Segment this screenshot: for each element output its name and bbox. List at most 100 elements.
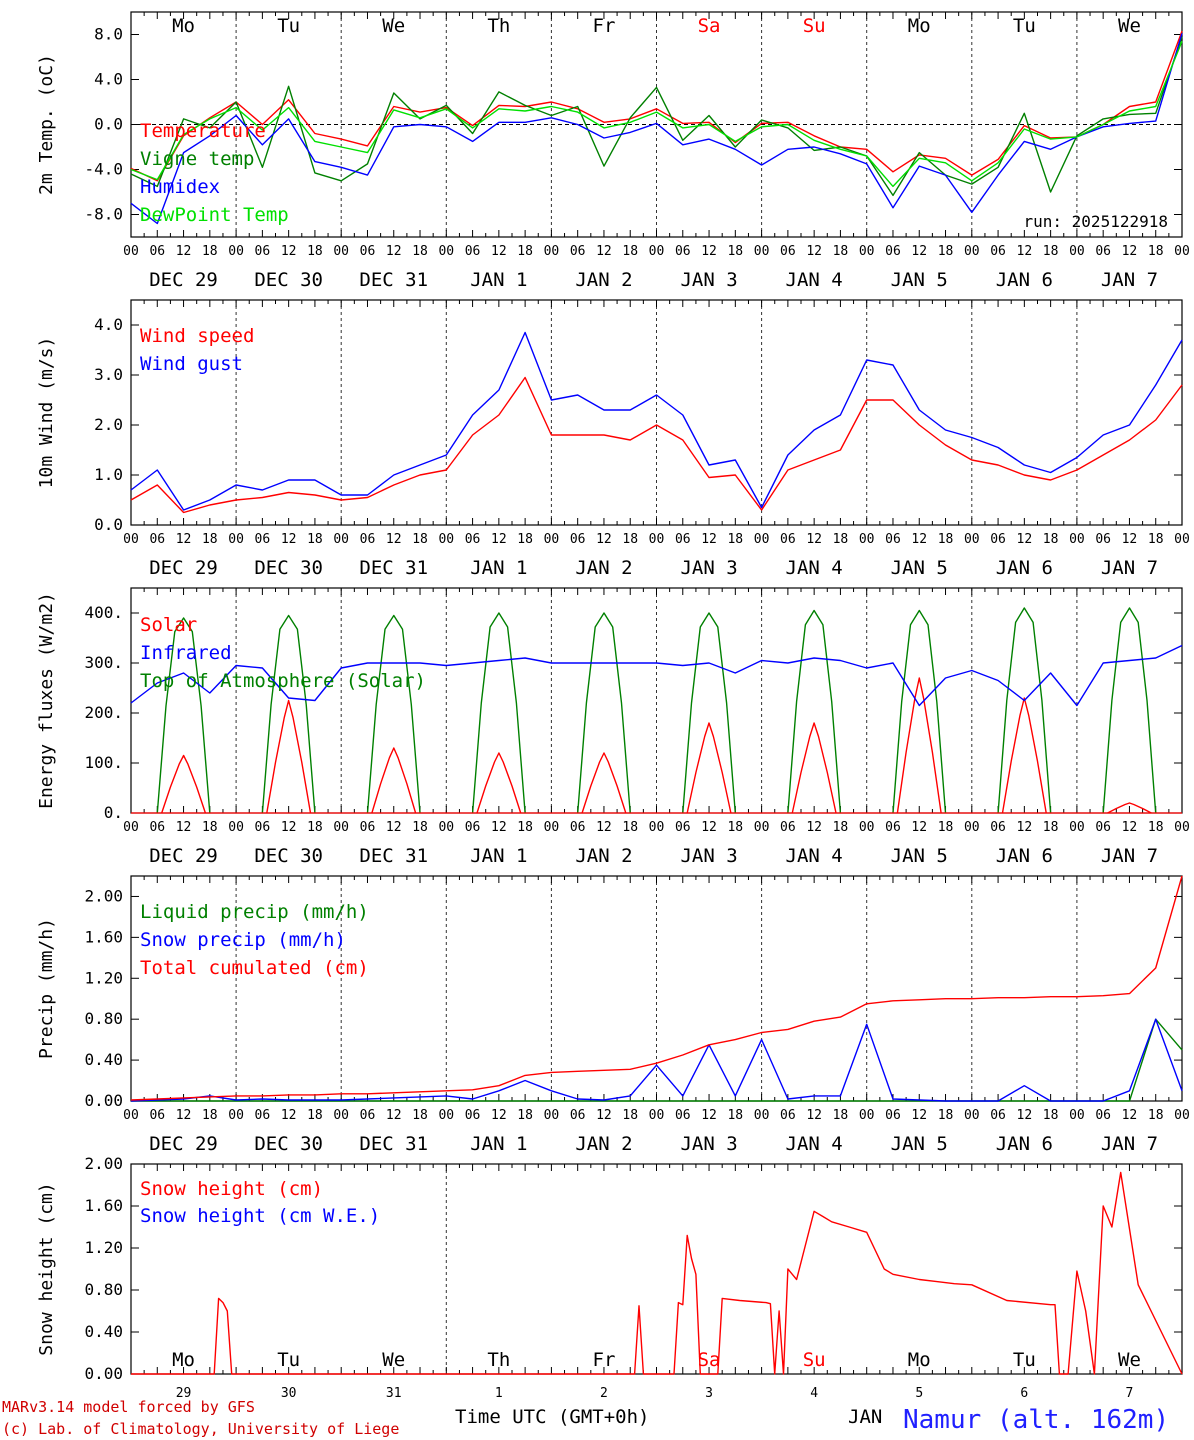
date-label: JAN 7 xyxy=(1101,557,1158,579)
hour-tick-label: 12 xyxy=(176,244,192,259)
y-axis-title: Energy fluxes (W/m2) xyxy=(36,592,57,809)
hour-tick-label: 18 xyxy=(622,1108,638,1123)
hour-tick-label: 12 xyxy=(596,532,612,547)
panel-precip: 0.00 0.40 0.80 1.20 1.60 2.00 Precip (mm/h) 00 0… xyxy=(36,875,1190,1155)
y-tick-label: 0.80 xyxy=(84,1009,123,1028)
solar-line xyxy=(371,747,417,814)
date-label: JAN 1 xyxy=(470,557,527,579)
hour-tick-label: 18 xyxy=(1043,244,1059,259)
hour-tick-label: 12 xyxy=(386,532,402,547)
date-label: JAN 2 xyxy=(575,1133,632,1155)
legend-entry: Wind gust xyxy=(140,353,243,375)
hour-tick-label: 00 xyxy=(1174,244,1190,259)
hour-tick-label: 00 xyxy=(123,820,139,835)
hour-tick-label: 00 xyxy=(438,1108,454,1123)
date-label: DEC 30 xyxy=(254,1133,323,1155)
legend-entry: Snow height (cm W.E.) xyxy=(140,1205,380,1227)
day-number-label: 30 xyxy=(281,1386,297,1401)
weekday-label: We xyxy=(382,15,405,37)
hour-tick-label: 12 xyxy=(806,532,822,547)
date-label: JAN 3 xyxy=(680,557,737,579)
hour-tick-label: 12 xyxy=(491,820,507,835)
solar-line xyxy=(476,752,522,814)
date-label: JAN 7 xyxy=(1101,845,1158,867)
hour-tick-label: 12 xyxy=(806,1108,822,1123)
hour-tick-label: 00 xyxy=(1069,244,1085,259)
series-line-snow-height-cm- xyxy=(131,1171,1183,1375)
legend-entry: Infrared xyxy=(140,642,232,664)
hour-tick-label: 18 xyxy=(622,244,638,259)
infrared-line xyxy=(130,644,1183,707)
hour-tick-label: 00 xyxy=(123,532,139,547)
hour-tick-label: 18 xyxy=(1043,532,1059,547)
hour-tick-label: 18 xyxy=(938,1108,954,1123)
solar-line xyxy=(791,722,837,814)
weekday-label: Mo xyxy=(172,1349,195,1371)
date-label: JAN 4 xyxy=(786,845,843,867)
weekday-label: Sa xyxy=(698,1349,721,1371)
toa-solar-line xyxy=(892,609,947,814)
date-label: JAN 2 xyxy=(575,269,632,291)
hour-tick-label: 12 xyxy=(1122,532,1138,547)
hour-tick-label: 18 xyxy=(412,532,428,547)
hour-tick-label: 00 xyxy=(649,1108,665,1123)
y-tick-label: 0.0 xyxy=(94,515,123,534)
hour-tick-label: 12 xyxy=(596,244,612,259)
solar-line xyxy=(581,752,627,814)
date-label: DEC 29 xyxy=(149,845,218,867)
hour-tick-label: 06 xyxy=(360,820,376,835)
hour-tick-label: 06 xyxy=(885,244,901,259)
toa-solar-line xyxy=(787,609,842,814)
hour-tick-label: 06 xyxy=(570,244,586,259)
hour-tick-label: 00 xyxy=(438,244,454,259)
hour-tick-label: 18 xyxy=(412,244,428,259)
hour-tick-label: 18 xyxy=(622,532,638,547)
hour-tick-label: 12 xyxy=(596,1108,612,1123)
weekday-label: Tu xyxy=(277,15,300,37)
y-tick-label: -8.0 xyxy=(84,205,123,224)
date-label: DEC 31 xyxy=(359,1133,428,1155)
hour-tick-label: 00 xyxy=(333,244,349,259)
day-number-label: 29 xyxy=(176,1386,192,1401)
hour-tick-label: 12 xyxy=(386,820,402,835)
weekday-label: We xyxy=(1118,1349,1141,1371)
hour-tick-label: 18 xyxy=(1148,820,1164,835)
y-tick-label: 0. xyxy=(104,803,123,822)
hour-tick-label: 06 xyxy=(360,1108,376,1123)
hour-tick-label: 00 xyxy=(754,532,770,547)
weekday-label: Mo xyxy=(908,1349,931,1371)
date-label: JAN 6 xyxy=(996,845,1053,867)
hour-tick-label: 00 xyxy=(649,820,665,835)
hour-tick-label: 06 xyxy=(780,1108,796,1123)
toa-solar-line xyxy=(471,612,526,814)
legend-entry: Snow precip (mm/h) xyxy=(140,929,346,951)
date-label: JAN 5 xyxy=(891,845,948,867)
y-axis-title: Precip (mm/h) xyxy=(36,918,57,1059)
y-tick-label: 400. xyxy=(84,603,123,622)
hour-tick-label: 12 xyxy=(701,820,717,835)
hour-tick-label: 06 xyxy=(255,244,271,259)
run-label: run: 2025122918 xyxy=(1024,212,1169,231)
date-label: JAN 6 xyxy=(996,1133,1053,1155)
hour-tick-label: 06 xyxy=(149,244,165,259)
series-line-dewpoint-temp xyxy=(130,41,1183,188)
hour-tick-label: 00 xyxy=(1174,1108,1190,1123)
hour-tick-label: 00 xyxy=(544,820,560,835)
hour-tick-label: 18 xyxy=(517,820,533,835)
hour-tick-label: 18 xyxy=(202,532,218,547)
hour-tick-label: 00 xyxy=(438,532,454,547)
solar-line xyxy=(161,754,207,814)
y-tick-label: 300. xyxy=(84,653,123,672)
hour-tick-label: 00 xyxy=(228,820,244,835)
y-tick-label: 0.00 xyxy=(84,1091,123,1110)
date-label: DEC 31 xyxy=(359,845,428,867)
hour-tick-label: 12 xyxy=(1017,244,1033,259)
y-tick-label: 100. xyxy=(84,753,123,772)
day-number-label: 3 xyxy=(705,1386,713,1401)
hour-tick-label: 12 xyxy=(281,532,297,547)
toa-solar-line xyxy=(366,614,421,814)
hour-tick-label: 12 xyxy=(1122,1108,1138,1123)
legend-entry: DewPoint Temp xyxy=(140,204,289,226)
day-number-label: 2 xyxy=(600,1386,608,1401)
date-label: DEC 29 xyxy=(149,269,218,291)
